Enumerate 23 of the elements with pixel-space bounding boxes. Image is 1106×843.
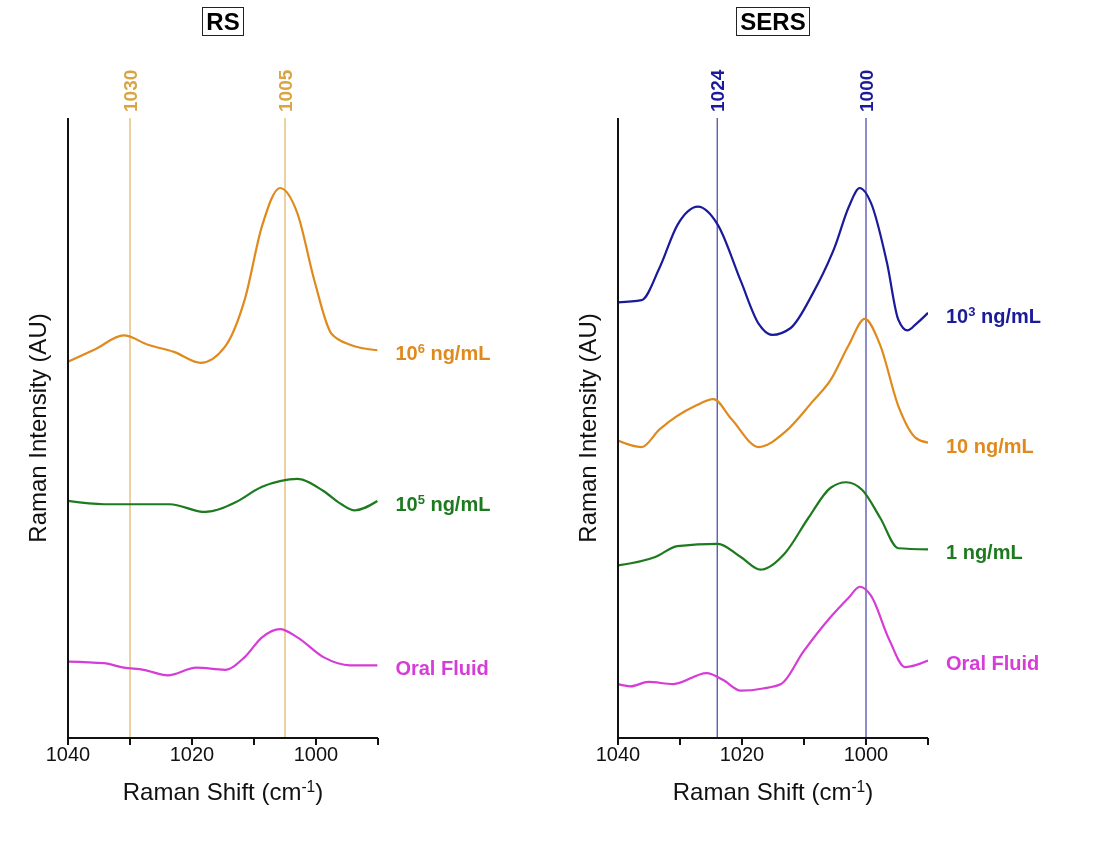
ref-line-label: 1030: [120, 69, 141, 112]
x-axis-title: Raman Shift (cm$^{-1}$): [672, 777, 874, 805]
series-label: Oral Fluid: [395, 657, 489, 680]
ref-line-label: 1005: [275, 69, 296, 112]
chart-title: RS: [202, 7, 244, 36]
x-tick-label: 1000: [843, 743, 889, 766]
ref-line-label: 1024: [707, 69, 729, 112]
chart-title: SERS: [736, 7, 810, 36]
x-tick-label: 1000: [293, 743, 339, 766]
x-tick-label: 1040: [45, 743, 91, 766]
x-axis-title: Raman Shift (cm$^{-1}$): [122, 777, 324, 805]
ref-line-label: 1000: [856, 69, 877, 112]
series-label: 10$^{5}$ ng/mL: [395, 491, 491, 515]
series-label: 10$^{6}$ ng/mL: [395, 340, 491, 365]
x-tick-label: 1020: [719, 743, 765, 766]
y-axis-title: Raman Intensity (AU): [24, 313, 51, 543]
x-tick-label: 1020: [169, 743, 215, 766]
series-label: 1 ng/mL: [946, 541, 1023, 564]
series-label: 10$^{3}$ ng/mL: [946, 303, 1042, 327]
x-tick-label: 1040: [595, 743, 641, 766]
series-label: 10 ng/mL: [946, 434, 1034, 457]
series-label: Oral Fluid: [946, 652, 1040, 675]
y-axis-title: Raman Intensity (AU): [574, 313, 601, 543]
